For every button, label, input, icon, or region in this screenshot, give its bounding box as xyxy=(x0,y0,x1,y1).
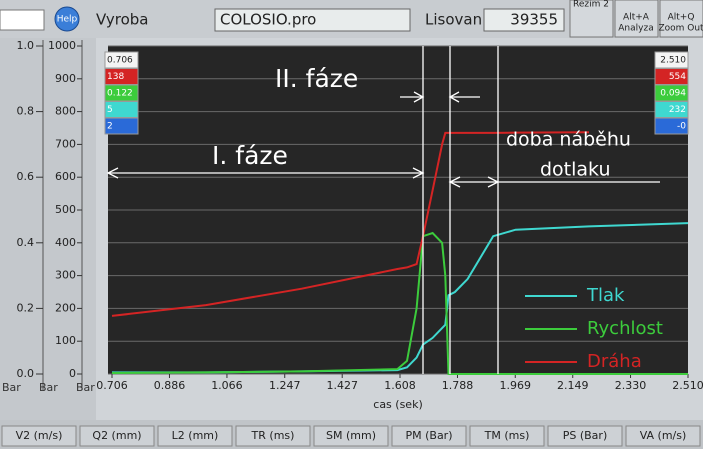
bottom-label: Q2 (mm) xyxy=(92,429,141,442)
bottom-cell xyxy=(157,425,233,447)
readout-value: 554 xyxy=(669,72,686,82)
left-panel xyxy=(0,38,96,420)
x-tick-label: 0.886 xyxy=(154,379,186,392)
y-tick-label: 500 xyxy=(55,203,76,216)
x-tick-label: 2.510 xyxy=(672,379,703,392)
bottom-cell xyxy=(313,425,389,447)
annotation: doba náběhu xyxy=(506,129,631,151)
toolbar-button[interactable] xyxy=(614,0,659,38)
aux-tick-label: 1.0 xyxy=(17,39,35,52)
x-tick-label: 2.330 xyxy=(615,379,647,392)
y-tick-label: 0 xyxy=(69,367,76,380)
button-label: Zoom Out xyxy=(658,24,703,34)
help-button[interactable] xyxy=(54,6,80,32)
x-tick-label: 1.427 xyxy=(326,379,358,392)
grid: 0 100 200 300 400 500 600 700 800 900 1000 0.0 0.2 0.… xyxy=(17,39,703,392)
button-label: Rezim 2 xyxy=(573,0,609,10)
bottom-cell xyxy=(1,425,77,447)
legend-label: Rychlost xyxy=(587,318,663,339)
y-tick-label: 900 xyxy=(55,72,76,85)
readout-value: 0.706 xyxy=(107,56,133,66)
readout-value: -0 xyxy=(677,122,686,132)
button-label: Analyza xyxy=(618,24,653,34)
x-tick-label: 1.608 xyxy=(384,379,416,392)
x-tick-label: 0.706 xyxy=(96,379,128,392)
y-tick-label: 700 xyxy=(55,137,76,150)
bottom-label: TR (ms) xyxy=(251,429,295,442)
y-tick-label: 1000 xyxy=(48,39,76,52)
legend-label: Tlak xyxy=(586,285,625,306)
readout-value: 2.510 xyxy=(660,56,686,66)
unit-label: Bar xyxy=(2,381,21,394)
counter-label: Lisovani xyxy=(425,11,486,29)
x-tick-label: 1.969 xyxy=(500,379,532,392)
x-tick-label: 2.149 xyxy=(557,379,589,392)
y-tick-label: 400 xyxy=(55,236,76,249)
help-label[interactable]: Help xyxy=(57,15,78,25)
series-line xyxy=(111,131,590,317)
readout-value: 0.094 xyxy=(660,89,686,99)
x-tick-label: 1.247 xyxy=(269,379,301,392)
aux-tick-label: 0.2 xyxy=(17,301,35,314)
counter-value: 39355 xyxy=(510,11,558,29)
cursor-readouts: 0.706 138 0.122 5 2 2.510 554 0.094 232 -0 xyxy=(104,51,689,135)
aux-tick-label: 0.8 xyxy=(17,105,35,118)
readout-value: 5 xyxy=(107,105,113,115)
series-lines xyxy=(111,131,689,375)
readout-value: 232 xyxy=(669,105,686,115)
y-tick-label: 100 xyxy=(55,334,76,347)
annotation: dotlaku xyxy=(540,159,611,181)
file-field xyxy=(214,8,411,32)
bottom-cell xyxy=(469,425,545,447)
y-tick-label: 200 xyxy=(55,301,76,314)
bottom-cell xyxy=(79,425,155,447)
counter-field xyxy=(483,8,565,32)
readout-value: 2 xyxy=(107,122,113,132)
aux-tick-label: 0.6 xyxy=(17,170,35,183)
y-tick-label: 800 xyxy=(55,105,76,118)
aux-tick-label: 0.4 xyxy=(17,236,35,249)
unit-label: Bar xyxy=(39,381,58,394)
y-tick-label: 300 xyxy=(55,269,76,282)
bottom-cell xyxy=(235,425,311,447)
readout-box xyxy=(654,117,689,135)
bottom-label: SM (mm) xyxy=(326,429,376,442)
field xyxy=(0,9,45,31)
bottom-cell xyxy=(625,425,701,447)
cursor-lines xyxy=(106,46,660,374)
x-tick-label: 1.788 xyxy=(442,379,474,392)
annotation: II. fáze xyxy=(275,64,358,93)
bottom-label: TM (ms) xyxy=(484,429,530,442)
readout-value: 0.122 xyxy=(107,89,133,99)
file-name: COLOSIO.pro xyxy=(220,11,316,29)
readout-box xyxy=(104,117,139,135)
bottom-label: PM (Bar) xyxy=(405,429,452,442)
unit-label: Bar xyxy=(76,381,95,394)
legend-label: Dráha xyxy=(587,351,642,372)
x-tick-label: 1.066 xyxy=(211,379,243,392)
bottom-labels: Bar Bar Bar V2 (m/s) Q2 (mm) L2 (mm) TR (ms) SM… xyxy=(1,381,701,447)
bottom-cell xyxy=(547,425,623,447)
legend: Tlak Rychlost Dráha xyxy=(525,285,663,372)
y-tick-label: 600 xyxy=(55,170,76,183)
mode-label: Vyroba xyxy=(96,11,148,29)
bottom-label: PS (Bar) xyxy=(563,429,608,442)
button-label: Alt+Q xyxy=(668,13,695,23)
annotation: I. fáze xyxy=(212,141,288,170)
readout-value: 138 xyxy=(107,72,124,82)
x-axis-label: cas (sek) xyxy=(373,398,422,411)
bottom-cell xyxy=(391,425,467,447)
toolbar-button[interactable] xyxy=(659,0,703,38)
bottom-label: L2 (mm) xyxy=(172,429,219,442)
toolbar-button[interactable] xyxy=(569,0,614,38)
bottom-label: V2 (m/s) xyxy=(16,429,63,442)
button-label: Alt+A xyxy=(623,13,650,23)
bottom-label: VA (m/s) xyxy=(640,429,687,442)
aux-tick-label: 0.0 xyxy=(17,367,35,380)
series-line xyxy=(111,231,688,375)
